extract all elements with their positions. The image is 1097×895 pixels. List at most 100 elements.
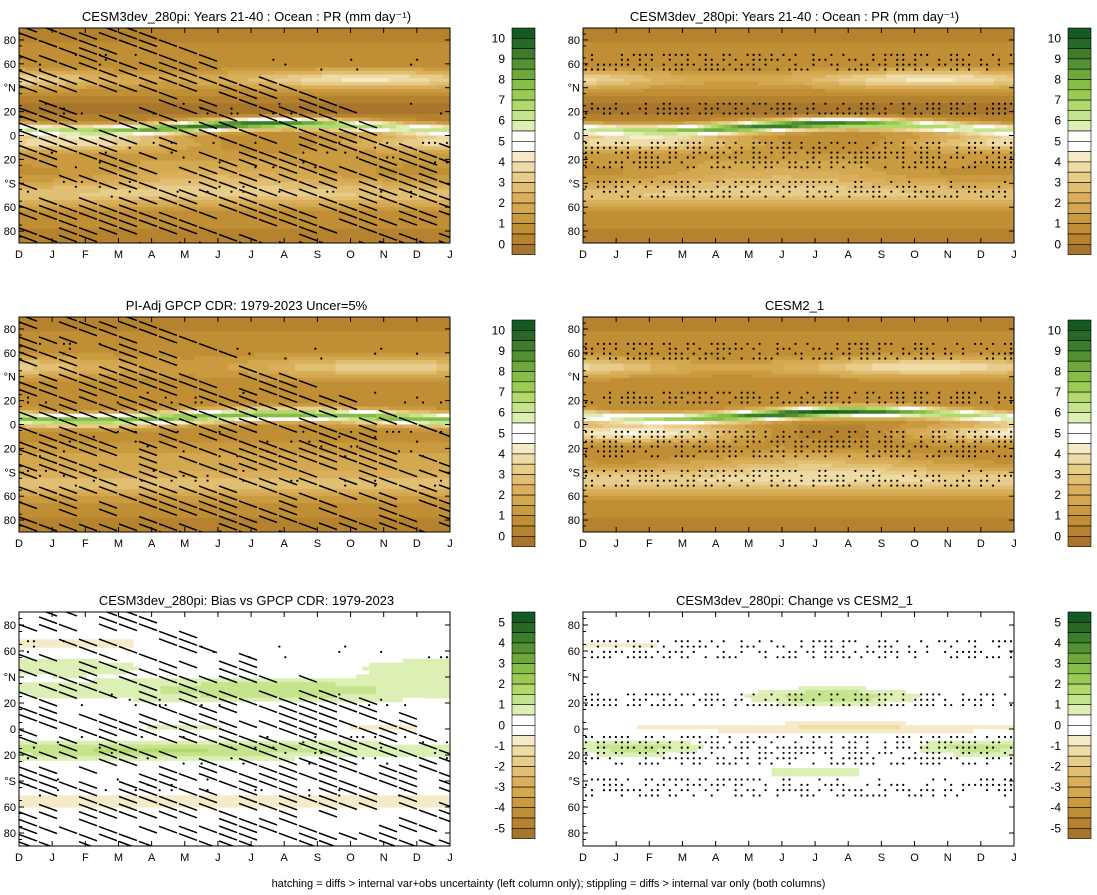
heatmap-cell xyxy=(623,135,631,140)
heatmap-cell xyxy=(214,167,222,172)
heatmap-cell xyxy=(402,103,411,108)
heatmap-cell xyxy=(643,171,651,176)
heatmap-cell xyxy=(247,117,256,122)
heatmap-cell xyxy=(25,225,34,230)
heatmap-cell xyxy=(79,53,87,58)
heatmap-cell xyxy=(32,192,40,198)
heatmap-cell xyxy=(25,88,34,94)
heatmap-cell xyxy=(301,28,310,33)
heatmap-cell xyxy=(32,210,40,215)
heatmap-cell xyxy=(261,131,269,137)
heatmap-cell xyxy=(214,60,222,65)
heatmap-cell xyxy=(180,228,188,233)
heatmap-cell xyxy=(609,67,618,72)
x-tick-label: J xyxy=(215,249,221,261)
heatmap-cell xyxy=(589,60,598,65)
heatmap-cell xyxy=(66,225,74,230)
heatmap-cell xyxy=(616,110,625,115)
heatmap-cell xyxy=(335,117,343,122)
heatmap-cell xyxy=(348,117,357,122)
heatmap-cell xyxy=(187,103,195,108)
heatmap-cell xyxy=(589,178,598,183)
heatmap-cell xyxy=(308,42,316,47)
heatmap-cell xyxy=(429,35,438,40)
heatmap-cell xyxy=(423,114,431,119)
heatmap-cell xyxy=(261,142,269,147)
heatmap-cell xyxy=(227,67,236,72)
heatmap-cell xyxy=(596,235,604,241)
heatmap-cell xyxy=(589,135,598,140)
heatmap-cell xyxy=(120,178,128,183)
heatmap-cell xyxy=(99,221,108,226)
heatmap-cell xyxy=(173,60,182,65)
hatch-mark xyxy=(78,136,98,146)
heatmap-cell xyxy=(39,157,47,162)
stipple-dot xyxy=(302,151,305,154)
heatmap-cell xyxy=(25,196,34,201)
heatmap-cell xyxy=(335,153,343,158)
heatmap-cell xyxy=(396,139,404,144)
heatmap-cell xyxy=(254,96,263,101)
heatmap-cell xyxy=(167,228,175,233)
heatmap-cell xyxy=(596,56,604,61)
heatmap-cell xyxy=(416,85,424,90)
heatmap-cell xyxy=(342,232,350,237)
heatmap-cell xyxy=(261,178,269,183)
heatmap-cell xyxy=(423,31,431,36)
heatmap-cell xyxy=(160,207,168,212)
heatmap-cell xyxy=(221,228,229,233)
heatmap-cell xyxy=(616,232,625,237)
heatmap-cell xyxy=(241,124,249,129)
heatmap-cell xyxy=(153,214,162,219)
heatmap-cell xyxy=(623,210,631,215)
heatmap-cell xyxy=(315,78,323,83)
heatmap-cell xyxy=(32,135,40,140)
hatch-mark xyxy=(318,135,338,144)
heatmap-cell xyxy=(389,96,397,101)
heatmap-cell xyxy=(596,128,604,133)
hatch-mark xyxy=(438,232,450,239)
heatmap-cell xyxy=(295,131,303,137)
heatmap-cell xyxy=(589,53,598,58)
heatmap-cell xyxy=(234,185,242,190)
heatmap-cell xyxy=(140,200,148,205)
hatch-mark xyxy=(398,232,418,241)
heatmap-cell xyxy=(99,139,108,144)
heatmap-cell xyxy=(636,45,645,51)
heatmap-cell xyxy=(99,38,108,43)
heatmap-cell xyxy=(389,239,397,243)
heatmap-cell xyxy=(369,142,377,147)
heatmap-cell xyxy=(348,157,357,162)
heatmap-cell xyxy=(643,85,651,90)
heatmap-cell xyxy=(173,71,182,76)
heatmap-cell xyxy=(389,28,397,33)
heatmap-cell xyxy=(583,207,591,212)
heatmap-cell xyxy=(180,42,188,47)
heatmap-cell xyxy=(409,49,417,54)
heatmap-cell xyxy=(200,117,209,122)
heatmap-cell xyxy=(86,157,94,162)
heatmap-cell xyxy=(32,228,40,233)
heatmap-cell xyxy=(389,85,397,90)
hatch-mark xyxy=(158,61,178,70)
hatch-mark xyxy=(238,98,258,107)
heatmap-cell xyxy=(281,42,289,47)
heatmap-cell xyxy=(45,35,54,40)
heatmap-cell xyxy=(402,160,411,165)
heatmap-cell xyxy=(207,171,215,176)
heatmap-cell xyxy=(160,185,168,190)
heatmap-cell xyxy=(180,164,188,169)
heatmap-cell xyxy=(281,235,289,241)
heatmap-cell xyxy=(66,67,74,72)
heatmap-cell xyxy=(19,78,27,83)
heatmap-cell xyxy=(227,225,236,230)
heatmap-cell xyxy=(295,225,303,230)
heatmap-cell xyxy=(52,121,61,126)
hatch-mark xyxy=(178,196,198,205)
hatch-mark xyxy=(218,196,238,205)
heatmap-cell xyxy=(328,149,337,155)
heatmap-cell xyxy=(362,42,370,47)
heatmap-cell xyxy=(32,200,40,205)
hatch-mark xyxy=(178,128,198,138)
heatmap-cell xyxy=(268,124,276,129)
